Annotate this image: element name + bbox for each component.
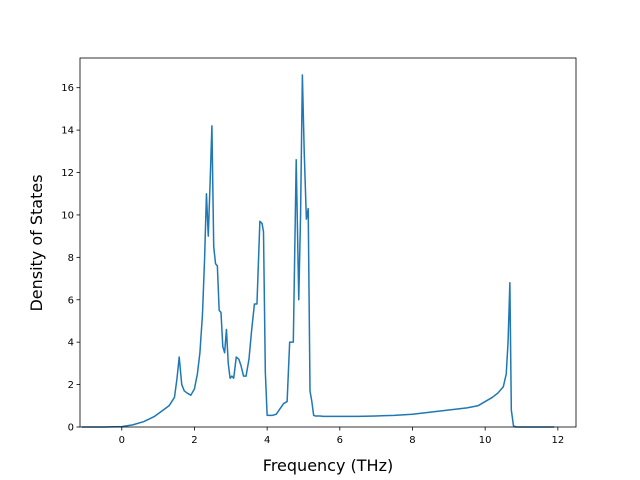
- dos-series-line-0: [81, 74, 555, 428]
- x-tick-label: 12: [551, 435, 564, 446]
- y-tick-label: 8: [68, 253, 74, 264]
- y-tick-label: 0: [68, 423, 74, 434]
- y-axis-label: Density of States: [27, 174, 46, 311]
- y-tick-label: 4: [68, 338, 74, 349]
- x-tick-label: 8: [409, 435, 415, 446]
- y-tick-label: 10: [61, 210, 74, 221]
- x-tick-label: 2: [191, 435, 197, 446]
- axes-frame: [79, 57, 577, 428]
- x-tick-label: 0: [119, 435, 125, 446]
- axis-ticks: 0 2 4 6 8 10 12 0 2 4 6 8 10 12 14 16: [61, 83, 564, 446]
- y-tick-label: 2: [68, 380, 74, 391]
- y-tick-label: 14: [61, 126, 74, 137]
- x-axis-label: Frequency (THz): [263, 456, 393, 475]
- y-tick-label: 6: [68, 295, 74, 306]
- plot-area: [79, 57, 577, 428]
- x-tick-label: 4: [264, 435, 270, 446]
- x-tick-label: 6: [337, 435, 343, 446]
- y-tick-label: 12: [61, 168, 74, 179]
- x-tick-label: 10: [479, 435, 492, 446]
- y-tick-label: 16: [61, 83, 74, 94]
